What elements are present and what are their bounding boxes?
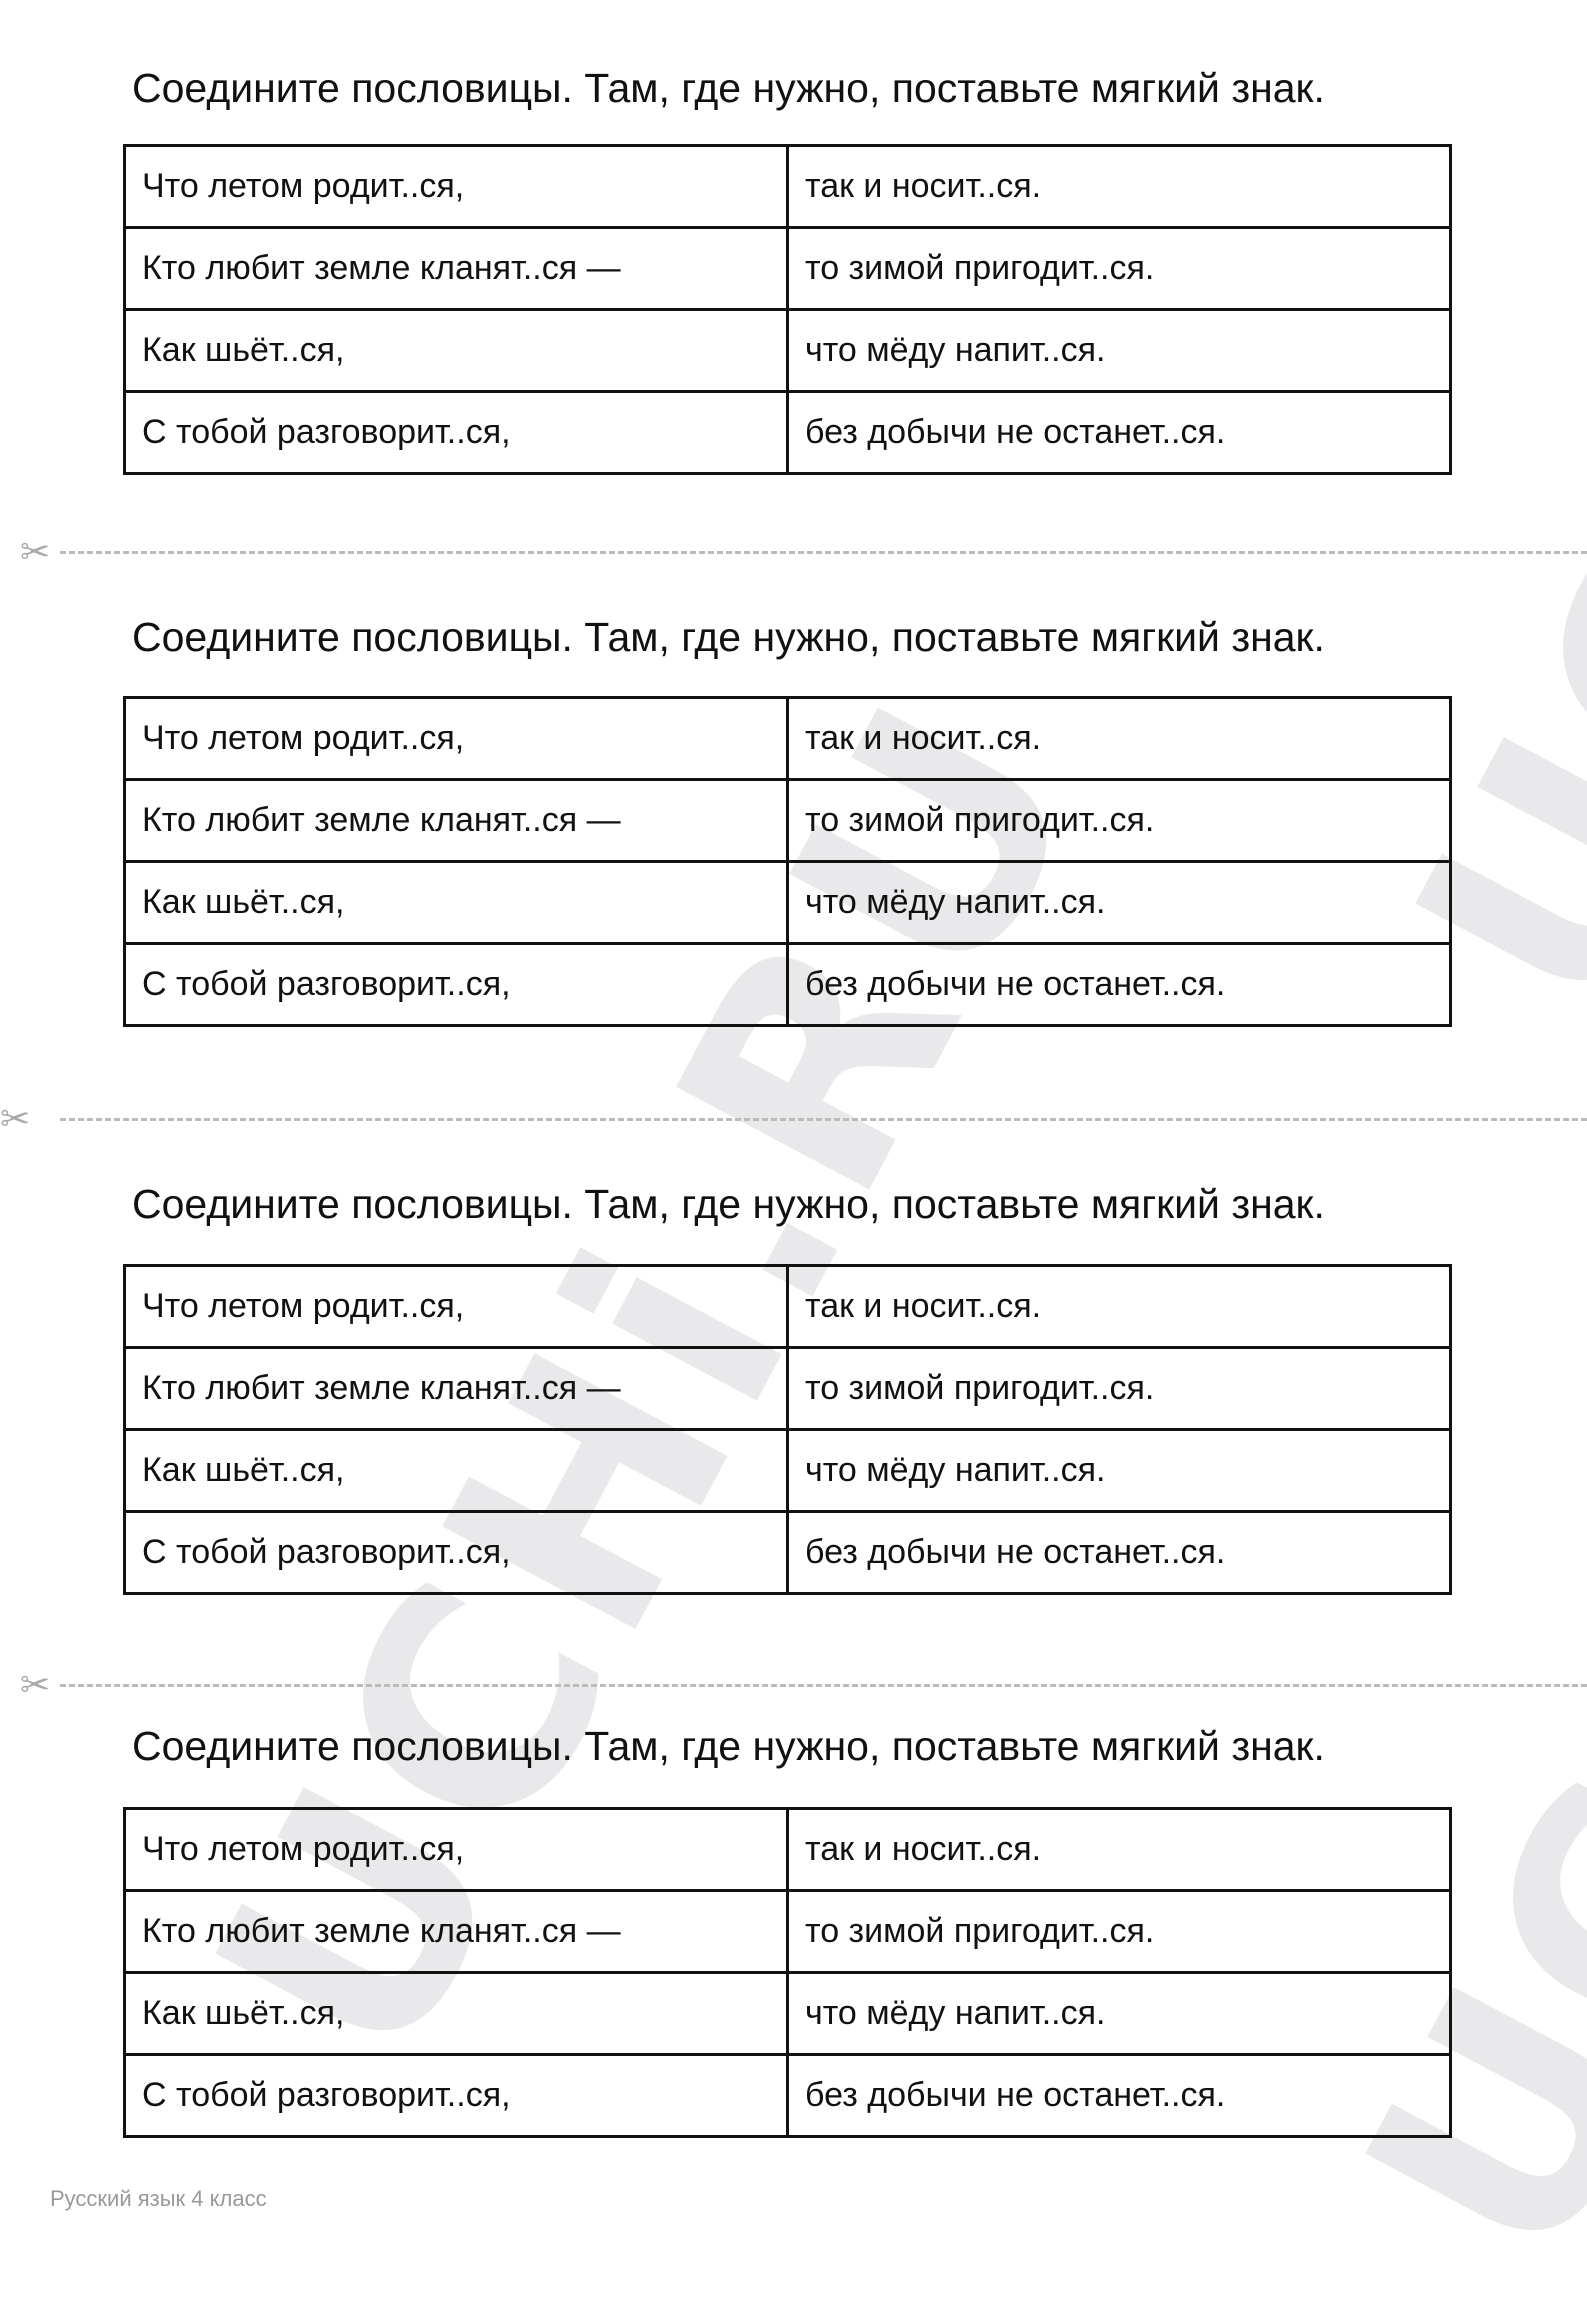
proverbs-table: Что летом родит..ся, так и носит..ся. Кто … xyxy=(123,1807,1452,2138)
table-row: Что летом родит..ся, так и носит..ся. xyxy=(123,1807,1452,1892)
task-title: Соедините пословицы. Там, где нужно, пос… xyxy=(132,614,1325,660)
table-row: Что летом родит..ся, так и носит..ся. xyxy=(123,144,1452,229)
proverb-end-cell: так и носит..ся. xyxy=(786,1807,1452,1892)
proverb-start-cell: Кто любит земле кланят..ся — xyxy=(123,1346,789,1431)
proverb-end-cell: то зимой пригодит..ся. xyxy=(786,778,1452,863)
proverb-end-cell: так и носит..ся. xyxy=(786,144,1452,229)
proverb-start-cell: Что летом родит..ся, xyxy=(123,144,789,229)
proverb-start-cell: Что летом родит..ся, xyxy=(123,1807,789,1892)
proverb-start-cell: Кто любит земле кланят..ся — xyxy=(123,778,789,863)
footer-subject: Русский язык 4 класс xyxy=(50,2186,267,2211)
proverb-end-cell: без добычи не останет..ся. xyxy=(786,942,1452,1027)
proverb-start-cell: Что летом родит..ся, xyxy=(123,1264,789,1349)
proverb-start-cell: С тобой разговорит..ся, xyxy=(123,390,789,475)
proverb-end-cell: что мёду напит..ся. xyxy=(786,1428,1452,1513)
proverbs-table: Что летом родит..ся, так и носит..ся. Кто … xyxy=(123,144,1452,475)
proverb-start-cell: Что летом родит..ся, xyxy=(123,696,789,781)
proverb-start-cell: С тобой разговорит..ся, xyxy=(123,2053,789,2138)
table-row: Как шьёт..ся, что мёду напит..ся. xyxy=(123,1971,1452,2056)
proverb-start-cell: Кто любит земле кланят..ся — xyxy=(123,226,789,311)
proverb-start-cell: Как шьёт..ся, xyxy=(123,308,789,393)
proverb-end-cell: что мёду напит..ся. xyxy=(786,860,1452,945)
table-row: Кто любит земле кланят..ся — то зимой при… xyxy=(123,226,1452,311)
proverb-start-cell: С тобой разговорит..ся, xyxy=(123,1510,789,1595)
scissors-icon: ✂ xyxy=(0,1098,31,1139)
proverb-end-cell: без добычи не останет..ся. xyxy=(786,1510,1452,1595)
proverb-start-cell: Как шьёт..ся, xyxy=(123,1428,789,1513)
table-row: Кто любит земле кланят..ся — то зимой при… xyxy=(123,1889,1452,1974)
table-row: С тобой разговорит..ся, без добычи не ост… xyxy=(123,390,1452,475)
proverb-start-cell: С тобой разговорит..ся, xyxy=(123,942,789,1027)
proverb-start-cell: Как шьёт..ся, xyxy=(123,1971,789,2056)
table-row: С тобой разговорит..ся, без добычи не ост… xyxy=(123,942,1452,1027)
proverb-end-cell: то зимой пригодит..ся. xyxy=(786,1346,1452,1431)
table-row: Как шьёт..ся, что мёду напит..ся. xyxy=(123,1428,1452,1513)
proverb-end-cell: что мёду напит..ся. xyxy=(786,308,1452,393)
task-title: Соедините пословицы. Там, где нужно, пос… xyxy=(132,65,1325,111)
cut-line: ✂ xyxy=(20,531,1587,572)
table-row: Что летом родит..ся, так и носит..ся. xyxy=(123,696,1452,781)
table-row: С тобой разговорит..ся, без добычи не ост… xyxy=(123,1510,1452,1595)
scissors-icon: ✂ xyxy=(20,1664,51,1705)
proverb-end-cell: то зимой пригодит..ся. xyxy=(786,226,1452,311)
proverbs-table: Что летом родит..ся, так и носит..ся. Кто … xyxy=(123,696,1452,1027)
table-row: Что летом родит..ся, так и носит..ся. xyxy=(123,1264,1452,1349)
task-title: Соедините пословицы. Там, где нужно, пос… xyxy=(132,1181,1325,1227)
proverb-start-cell: Кто любит земле кланят..ся — xyxy=(123,1889,789,1974)
proverb-end-cell: то зимой пригодит..ся. xyxy=(786,1889,1452,1974)
proverb-end-cell: что мёду напит..ся. xyxy=(786,1971,1452,2056)
proverb-end-cell: без добычи не останет..ся. xyxy=(786,390,1452,475)
proverbs-table: Что летом родит..ся, так и носит..ся. Кто … xyxy=(123,1264,1452,1595)
proverb-end-cell: так и носит..ся. xyxy=(786,1264,1452,1349)
table-row: Кто любит земле кланят..ся — то зимой при… xyxy=(123,1346,1452,1431)
proverb-end-cell: так и носит..ся. xyxy=(786,696,1452,781)
cut-line: ✂ xyxy=(20,1664,1587,1705)
proverb-end-cell: без добычи не останет..ся. xyxy=(786,2053,1452,2138)
table-row: Как шьёт..ся, что мёду напит..ся. xyxy=(123,308,1452,393)
table-row: С тобой разговорит..ся, без добычи не ост… xyxy=(123,2053,1452,2138)
table-row: Кто любит земле кланят..ся — то зимой при… xyxy=(123,778,1452,863)
cut-line: ✂ xyxy=(0,1098,1587,1139)
table-row: Как шьёт..ся, что мёду напит..ся. xyxy=(123,860,1452,945)
scissors-icon: ✂ xyxy=(20,531,51,572)
proverb-start-cell: Как шьёт..ся, xyxy=(123,860,789,945)
task-title: Соедините пословицы. Там, где нужно, пос… xyxy=(132,1723,1325,1769)
